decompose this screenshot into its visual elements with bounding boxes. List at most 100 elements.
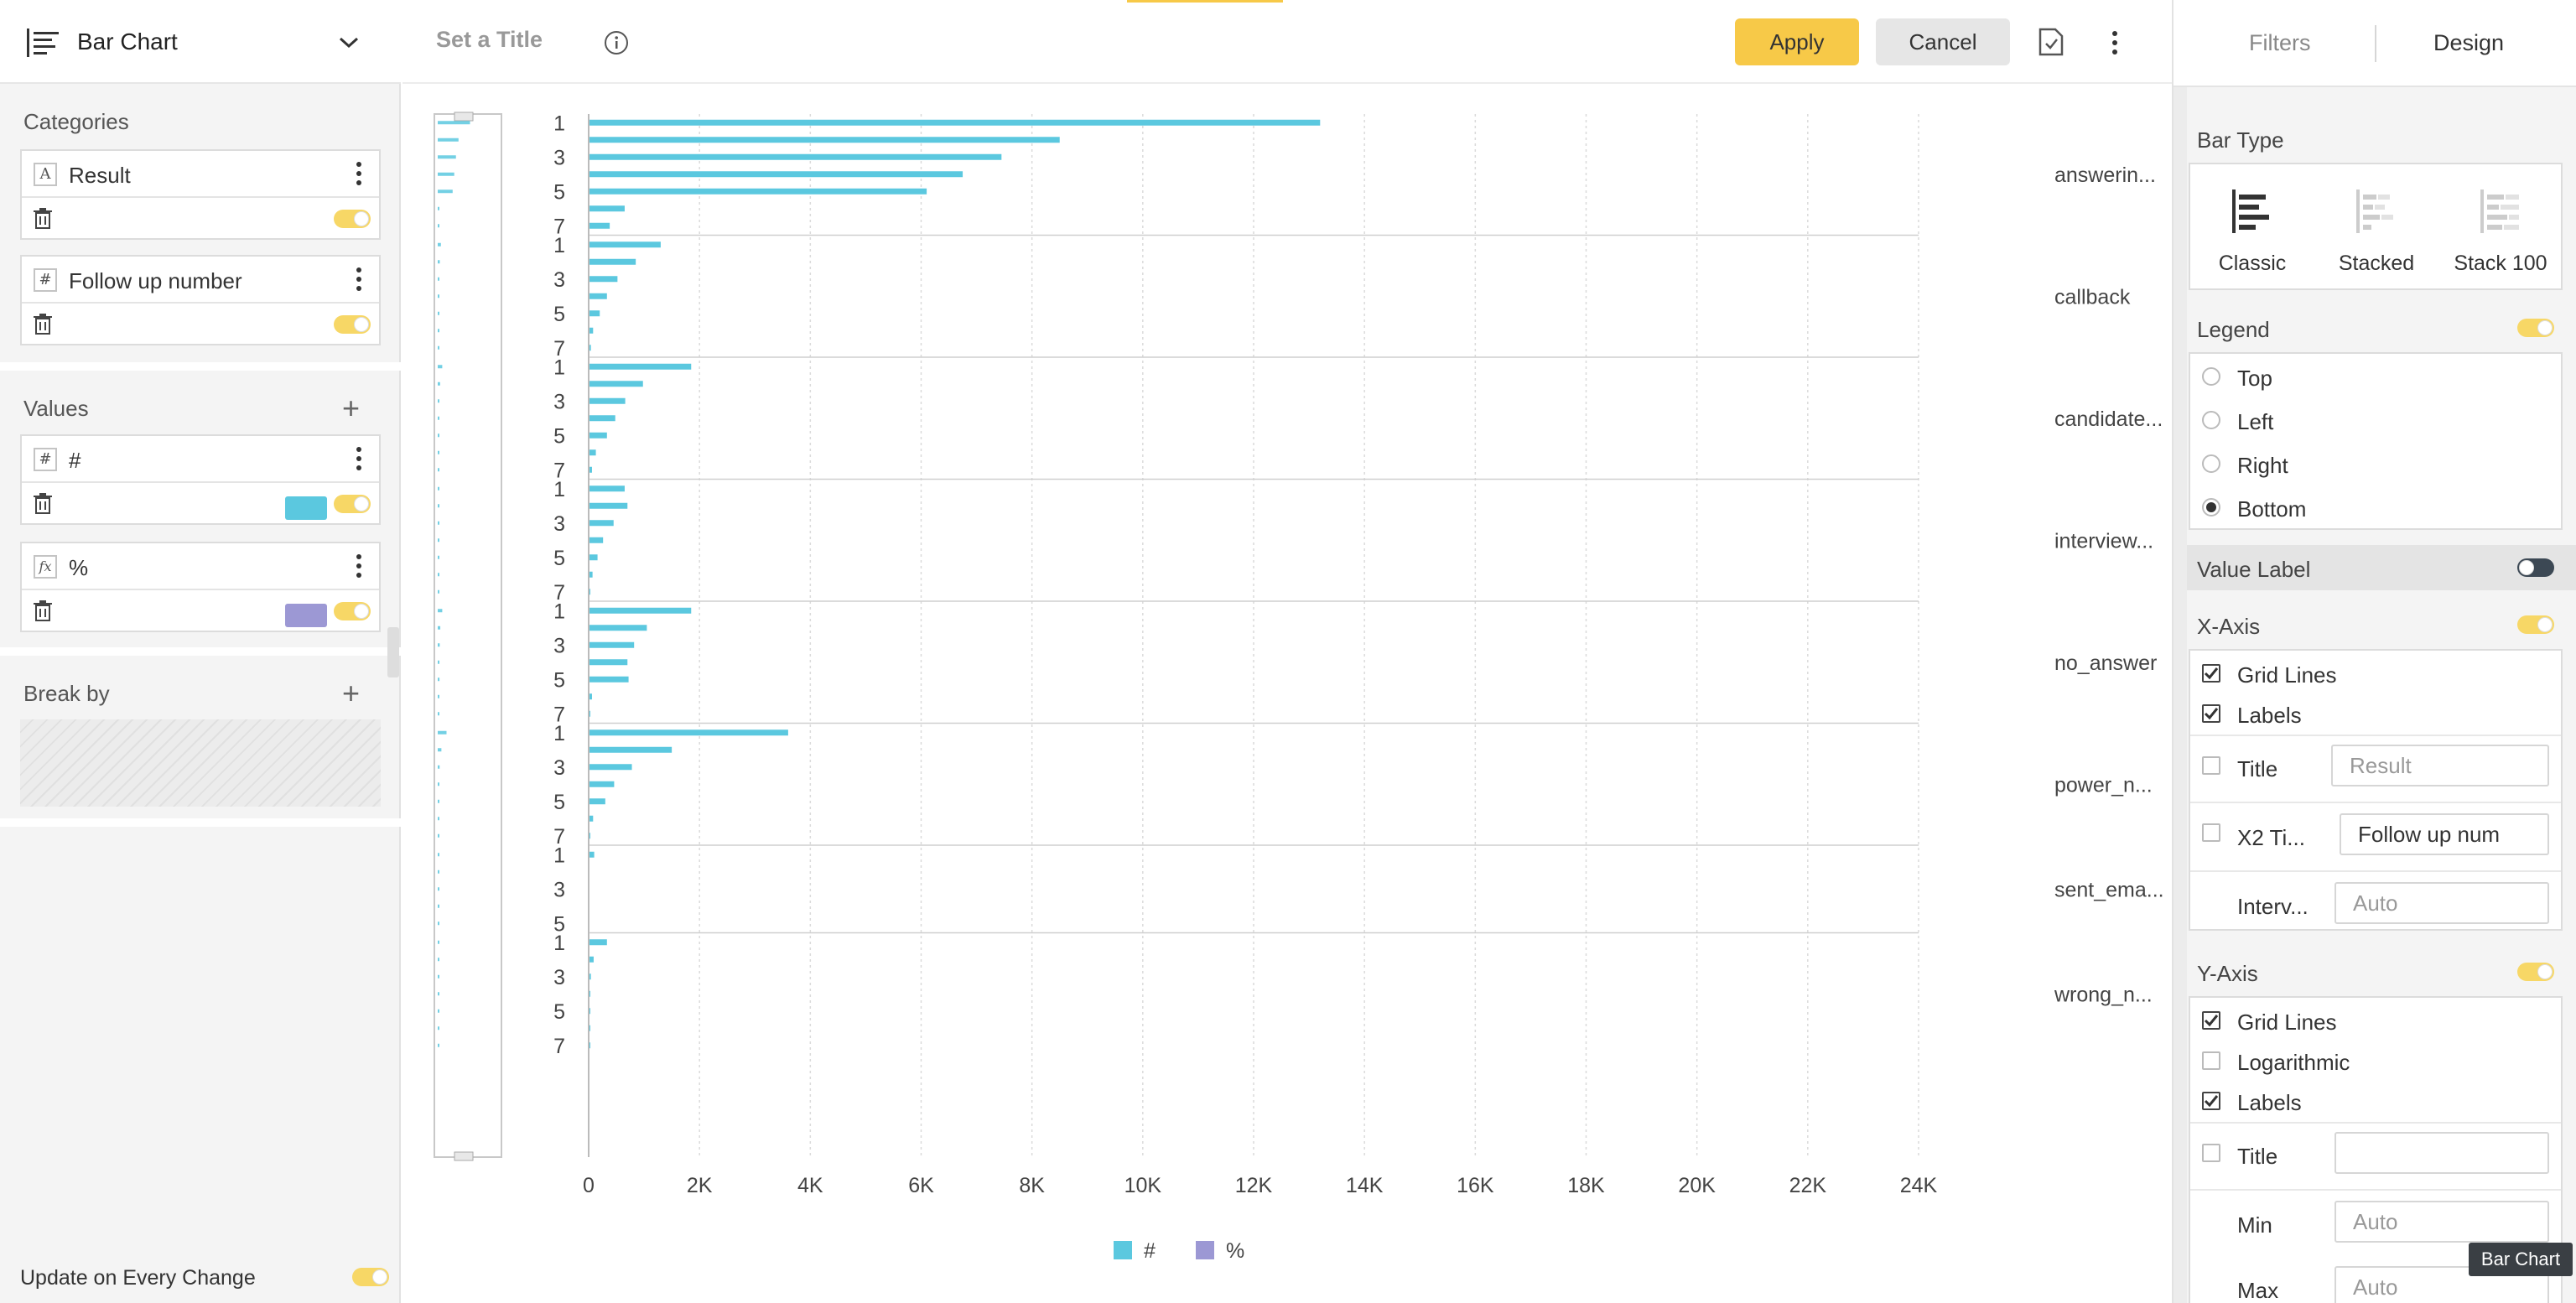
y-grid-lines-checkbox[interactable]	[2202, 1011, 2220, 1030]
bar-type-stacked[interactable]: Stacked	[2314, 164, 2438, 288]
y-title-checkbox[interactable]	[2202, 1144, 2220, 1162]
more-vertical-icon[interactable]	[356, 267, 362, 292]
trash-icon[interactable]	[34, 208, 52, 230]
bar-type-stack-100[interactable]: Stack 100	[2438, 164, 2563, 288]
y-labels-checkbox[interactable]	[2202, 1092, 2220, 1110]
chevron-down-icon[interactable]	[339, 37, 359, 49]
info-icon[interactable]	[604, 30, 629, 55]
y-tick-label: 3	[553, 390, 565, 413]
legend-left-radio[interactable]	[2202, 411, 2220, 429]
x-tick-label: 18K	[1567, 1174, 1605, 1197]
series-color-swatch[interactable]	[285, 604, 327, 627]
y-tick-label: 5	[553, 791, 565, 814]
right-panel: Filters Design Bar Type Classic Stacked …	[2172, 0, 2576, 1303]
x-grid-lines-checkbox[interactable]	[2202, 664, 2220, 683]
y-min-input[interactable]: Auto	[2334, 1201, 2549, 1243]
apply-button[interactable]: Apply	[1735, 18, 1859, 65]
y-tick-label: 5	[553, 547, 565, 570]
divider	[2190, 802, 2561, 803]
minimap-bar	[438, 538, 439, 542]
minimap-bar	[438, 833, 439, 838]
bar	[589, 415, 615, 422]
update-on-change-toggle[interactable]	[352, 1268, 389, 1286]
trash-icon[interactable]	[34, 600, 52, 622]
y-grid-lines-label: Grid Lines	[2237, 1010, 2337, 1035]
more-vertical-icon[interactable]	[2111, 30, 2118, 55]
x-labels-checkbox[interactable]	[2202, 704, 2220, 723]
x-tick-label: 6K	[908, 1174, 934, 1197]
minimap-bar	[438, 904, 439, 908]
trash-icon[interactable]	[34, 314, 52, 335]
minimap-bar	[438, 433, 439, 438]
more-vertical-icon[interactable]	[356, 446, 362, 471]
category-field-result[interactable]: A Result	[20, 149, 381, 240]
add-value-icon[interactable]: +	[342, 391, 361, 425]
chart-type-selector[interactable]: Bar Chart	[0, 0, 401, 84]
y-tick-label: 3	[553, 756, 565, 780]
bar	[589, 815, 594, 822]
y-tick-label: 1	[553, 478, 565, 501]
more-vertical-icon[interactable]	[356, 553, 362, 579]
value-field-count[interactable]: # #	[20, 434, 381, 525]
bar	[589, 764, 632, 771]
group-label: candidate...	[2054, 408, 2163, 431]
minimap-bar	[438, 329, 439, 333]
collapse-handle[interactable]	[387, 627, 399, 677]
minimap-bar	[438, 450, 439, 454]
y-tick-label: 1	[553, 112, 565, 135]
field-label: Result	[69, 163, 131, 188]
stacked-bar-icon	[2356, 189, 2393, 233]
field-toggle[interactable]	[334, 210, 371, 228]
bar-chart-icon	[27, 29, 59, 57]
bar-chart: 0 2K 4K 6K 8K 10K 12K 14K 16K 18K 20K 22K 24K 1 3 5 7 ans…	[434, 112, 2164, 1263]
trash-icon[interactable]	[34, 493, 52, 515]
x-title-checkbox[interactable]	[2202, 756, 2220, 775]
x-title-input[interactable]: Result	[2331, 745, 2549, 786]
minimap-bar	[438, 643, 440, 647]
minimap-bar	[438, 486, 439, 491]
cancel-button[interactable]: Cancel	[1876, 18, 2010, 65]
value-label-toggle[interactable]	[2517, 558, 2554, 577]
minimap-bar	[438, 712, 439, 716]
value-label-title: Value Label	[2197, 557, 2311, 582]
tab-design[interactable]: Design	[2433, 30, 2505, 55]
y-log-checkbox[interactable]	[2202, 1051, 2220, 1070]
legend-bottom-radio[interactable]	[2202, 498, 2220, 517]
category-field-follow-up[interactable]: # Follow up number	[20, 255, 381, 345]
y-axis-toggle[interactable]	[2517, 963, 2554, 981]
break-by-dropzone[interactable]	[20, 719, 381, 807]
minimap-bar	[438, 399, 439, 403]
minimap-bar	[438, 206, 439, 210]
y-title-input[interactable]	[2334, 1132, 2549, 1174]
bar	[589, 798, 605, 805]
x2-title-input[interactable]: Follow up num	[2340, 813, 2549, 855]
tab-filters[interactable]: Filters	[2249, 30, 2311, 55]
value-field-percent[interactable]: fx %	[20, 542, 381, 632]
legend-toggle[interactable]	[2517, 319, 2554, 337]
x-axis-toggle[interactable]	[2517, 615, 2554, 634]
group-label: sent_ema...	[2054, 878, 2164, 901]
minimap-bar	[438, 573, 439, 577]
x2-title-checkbox[interactable]	[2202, 823, 2220, 842]
series-color-swatch[interactable]	[285, 496, 327, 520]
legend-top-radio[interactable]	[2202, 367, 2220, 386]
legend-right-radio[interactable]	[2202, 454, 2220, 473]
add-break-by-icon[interactable]: +	[342, 676, 361, 710]
y-tick-label: 5	[553, 1000, 565, 1024]
y-tick-label: 7	[553, 215, 565, 238]
x-interval-input[interactable]: Auto	[2334, 882, 2549, 924]
minimap-bar	[438, 799, 439, 803]
minimap-bar	[438, 242, 441, 247]
chart-title-input[interactable]: Set a Title	[436, 27, 543, 52]
save-document-icon[interactable]	[2038, 27, 2064, 57]
x-axis-options: Grid Lines Labels Title Result X2 Ti... …	[2189, 649, 2563, 931]
minimap-bar	[438, 416, 439, 420]
more-vertical-icon[interactable]	[356, 161, 362, 186]
field-toggle[interactable]	[334, 315, 371, 334]
bar-type-classic[interactable]: Classic	[2190, 164, 2314, 288]
field-toggle[interactable]	[334, 495, 371, 513]
bar	[589, 137, 1060, 143]
field-toggle[interactable]	[334, 602, 371, 620]
bar	[589, 537, 604, 543]
tooltip: Bar Chart	[2469, 1243, 2573, 1276]
